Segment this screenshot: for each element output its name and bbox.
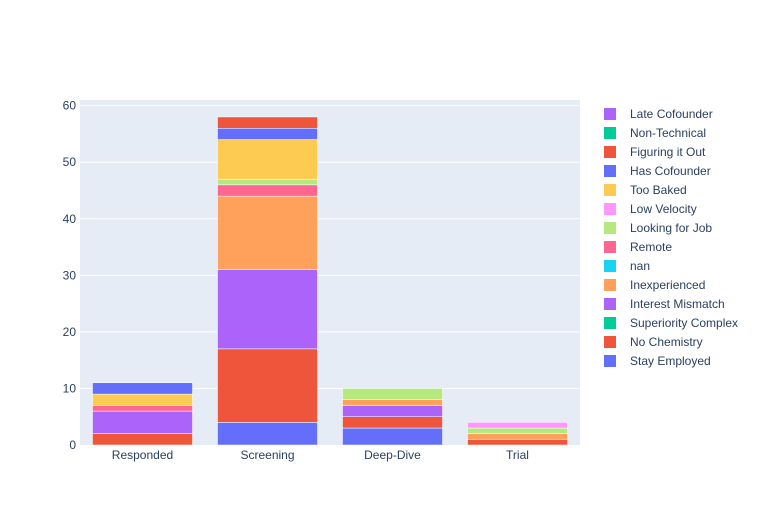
bar-segment[interactable] [92, 410, 193, 434]
bar-segment[interactable] [342, 416, 443, 429]
bar-segment[interactable] [467, 439, 568, 446]
legend-swatch [604, 317, 616, 329]
legend-item[interactable]: Figuring it Out [604, 145, 706, 159]
bar-segment[interactable] [342, 399, 443, 406]
legend-label: Inexperienced [630, 278, 705, 292]
legend-label: Late Cofounder [630, 107, 713, 121]
legend-item[interactable]: Remote [604, 240, 672, 254]
legend-item[interactable]: Interest Mismatch [604, 297, 725, 311]
legend-item[interactable]: Late Cofounder [604, 107, 713, 121]
bar-segment[interactable] [217, 348, 318, 423]
x-tick-label: Responded [112, 448, 173, 462]
y-tick-label: 40 [63, 212, 77, 226]
legend-item[interactable]: Non-Technical [604, 126, 706, 140]
x-tick-label: Deep-Dive [364, 448, 421, 462]
bar-segment[interactable] [217, 184, 318, 197]
legend-item[interactable]: Stay Employed [604, 354, 711, 368]
legend-item[interactable]: nan [604, 259, 650, 273]
y-tick-label: 10 [63, 381, 77, 395]
legend-swatch [604, 184, 616, 196]
legend-item[interactable]: Has Cofounder [604, 164, 711, 178]
legend-label: Remote [630, 240, 672, 254]
legend-label: Superiority Complex [630, 316, 738, 330]
legend-label: Looking for Job [630, 221, 712, 235]
legend-item[interactable]: No Chemistry [604, 335, 703, 349]
bar-segment[interactable] [217, 128, 318, 140]
bar-segment[interactable] [217, 139, 318, 180]
bar-segment[interactable] [217, 116, 318, 129]
bar-segment[interactable] [92, 433, 193, 446]
legend-swatch [604, 298, 616, 310]
legend-label: Non-Technical [630, 126, 706, 140]
bar-segment[interactable] [342, 427, 443, 446]
y-tick-label: 60 [63, 99, 77, 113]
bar-segment[interactable] [217, 195, 318, 270]
y-tick-label: 30 [63, 268, 77, 282]
x-tick-label: Screening [240, 448, 294, 462]
legend-swatch [604, 108, 616, 120]
bar-segment[interactable] [467, 422, 568, 429]
legend-item[interactable]: Looking for Job [604, 221, 712, 235]
y-tick-label: 20 [63, 325, 77, 339]
legend-swatch [604, 146, 616, 158]
legend-item[interactable]: Too Baked [604, 183, 687, 197]
bars-layer [92, 116, 568, 446]
legend-label: Has Cofounder [630, 164, 711, 178]
y-tick-label: 0 [69, 438, 76, 452]
legend-label: Interest Mismatch [630, 297, 725, 311]
bar-segment[interactable] [342, 405, 443, 417]
x-tick-labels: Responded Screening Deep-Dive Trial [112, 448, 529, 462]
legend[interactable]: Late Cofounder Non-Technical Figuring it O… [604, 107, 738, 368]
legend-swatch [604, 203, 616, 215]
bar-segment[interactable] [92, 405, 193, 412]
legend-item[interactable]: Low Velocity [604, 202, 697, 216]
legend-label: No Chemistry [630, 335, 703, 349]
legend-swatch [604, 127, 616, 139]
legend-swatch [604, 279, 616, 291]
bar-segment[interactable] [217, 178, 318, 186]
bar-segment[interactable] [217, 269, 318, 350]
legend-swatch [604, 336, 616, 348]
legend-label: nan [630, 259, 650, 273]
bar-segment[interactable] [92, 382, 193, 395]
legend-label: Figuring it Out [630, 145, 706, 159]
legend-swatch [604, 260, 616, 272]
legend-label: Low Velocity [630, 202, 697, 216]
y-tick-label: 50 [63, 155, 77, 169]
legend-swatch [604, 222, 616, 234]
y-tick-labels: 0 10 20 30 40 50 60 [63, 99, 77, 452]
bar-segment[interactable] [342, 388, 443, 401]
legend-label: Too Baked [630, 183, 687, 197]
bar-segment[interactable] [467, 427, 568, 434]
legend-swatch [604, 241, 616, 253]
legend-label: Stay Employed [630, 354, 711, 368]
legend-item[interactable]: Superiority Complex [604, 316, 738, 330]
legend-swatch [604, 355, 616, 367]
bar-segment[interactable] [92, 393, 193, 406]
legend-swatch [604, 165, 616, 177]
legend-item[interactable]: Inexperienced [604, 278, 705, 292]
bar-segment[interactable] [467, 433, 568, 440]
x-tick-label: Trial [506, 448, 529, 462]
bar-segment[interactable] [217, 422, 318, 446]
